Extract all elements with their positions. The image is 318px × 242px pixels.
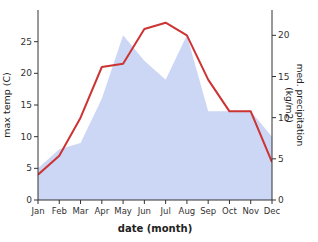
- x-tick-label: Mar: [73, 206, 90, 216]
- x-tick-label: Nov: [242, 206, 259, 216]
- y2-axis-label-line: med. precipitation: [295, 64, 305, 146]
- y2-tick-label: 0: [278, 195, 284, 205]
- chart: 051015202505101520JanFebMarAprMayJunJulA…: [0, 0, 318, 242]
- temperature-line: [38, 23, 272, 175]
- y2-tick: [272, 200, 276, 201]
- x-tick: [101, 200, 102, 204]
- x-tick-label: Aug: [179, 206, 196, 216]
- y-tick: [34, 41, 38, 42]
- x-tick: [250, 200, 251, 204]
- y2-axis-label-line: (kg/m2): [284, 87, 294, 122]
- y-tick-label: 20: [21, 68, 33, 78]
- y-tick-label: 5: [26, 163, 32, 173]
- x-tick: [59, 200, 60, 204]
- x-tick-label: Jul: [160, 206, 171, 216]
- y2-tick: [272, 158, 276, 159]
- x-tick-label: Sep: [200, 206, 216, 216]
- y-tick: [34, 73, 38, 74]
- x-tick-label: May: [114, 206, 132, 216]
- y-tick-label: 25: [21, 37, 32, 47]
- x-tick-label: Jun: [137, 206, 151, 216]
- y2-tick: [272, 35, 276, 36]
- x-tick: [272, 200, 273, 204]
- y2-tick: [272, 76, 276, 77]
- x-tick: [123, 200, 124, 204]
- y-tick: [34, 105, 38, 106]
- x-tick-label: Dec: [264, 206, 281, 216]
- y-tick: [34, 136, 38, 137]
- x-tick: [38, 200, 39, 204]
- y2-tick-label: 20: [278, 30, 290, 40]
- y2-tick: [272, 117, 276, 118]
- plot-area: [38, 23, 272, 200]
- x-tick: [186, 200, 187, 204]
- x-tick: [80, 200, 81, 204]
- x-tick-label: Feb: [52, 206, 67, 216]
- x-tick: [229, 200, 230, 204]
- precipitation-area: [38, 35, 272, 200]
- y-tick: [34, 168, 38, 169]
- y2-axis-line: [272, 10, 273, 200]
- x-tick-label: Jan: [30, 206, 44, 216]
- x-tick-label: Apr: [94, 206, 109, 216]
- x-axis-line: [38, 200, 272, 201]
- y2-axis-label: med. precipitation(kg/m2): [284, 64, 305, 146]
- x-tick: [144, 200, 145, 204]
- y-tick-label: 0: [26, 195, 32, 205]
- y2-tick-label: 5: [278, 154, 284, 164]
- x-axis-label: date (month): [118, 223, 192, 234]
- y-axis-label: max temp (C): [1, 72, 12, 138]
- y-tick-label: 10: [21, 132, 33, 142]
- y-tick: [34, 200, 38, 201]
- x-tick: [165, 200, 166, 204]
- y-tick-label: 15: [21, 100, 32, 110]
- x-tick-label: Oct: [222, 206, 237, 216]
- x-tick: [208, 200, 209, 204]
- y2-tick-label: 15: [278, 72, 289, 82]
